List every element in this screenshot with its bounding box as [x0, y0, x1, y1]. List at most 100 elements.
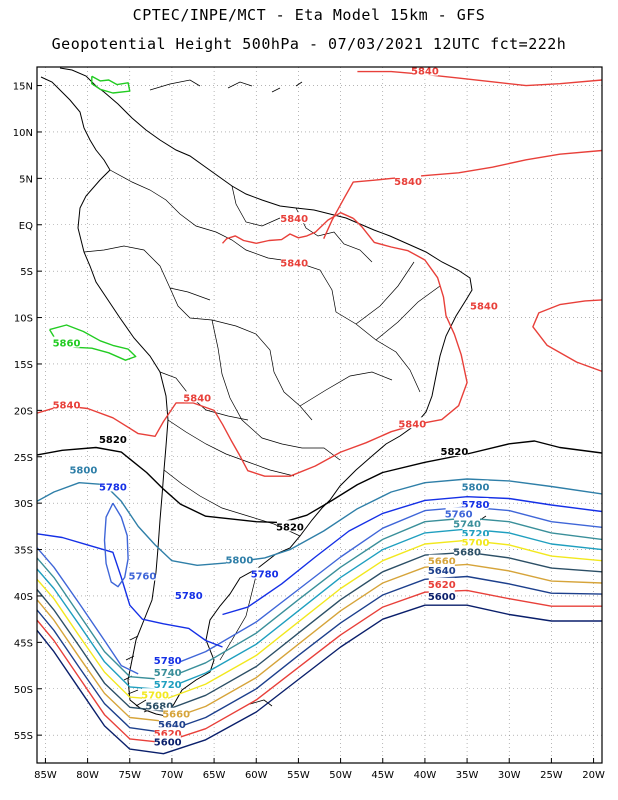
contour-5860 — [91, 75, 131, 94]
contour-label-bg — [142, 688, 169, 700]
contour-label-bg — [462, 526, 489, 538]
contour-label-5700: 5700 — [462, 538, 490, 549]
contour-label-bg — [462, 498, 489, 510]
contour-5740 — [37, 517, 602, 681]
lon-tick-label: 40W — [414, 770, 437, 781]
contour-label-bg — [154, 653, 181, 665]
contour-label-bg — [454, 545, 481, 557]
contour-label-5780: 5780 — [175, 591, 203, 602]
lon-tick-label: 65W — [203, 770, 226, 781]
contour-label-bg — [175, 588, 202, 600]
contour-label-5620: 5620 — [154, 729, 182, 740]
lon-tick-label: 85W — [34, 770, 57, 781]
contour-label-bg — [99, 433, 126, 445]
contour-label-5740: 5740 — [154, 668, 182, 679]
contour-label-5840: 5840 — [280, 214, 308, 225]
contour-label-5820: 5820 — [276, 522, 304, 533]
contour-5840 — [37, 217, 468, 477]
lat-tick-label: 10N — [13, 128, 33, 139]
lon-tick-label: 35W — [456, 770, 479, 781]
contour-label-bg — [462, 536, 489, 548]
contour-label-bg — [428, 589, 455, 601]
lat-tick-label: 50S — [14, 685, 33, 696]
contour-label-5800: 5800 — [69, 466, 97, 477]
lat-tick-label: 10S — [14, 314, 33, 325]
caribbean-islands — [149, 79, 487, 707]
contour-label-bg — [146, 699, 173, 711]
lat-tick-label: 25S — [14, 453, 33, 464]
contour-label-5680: 5680 — [145, 701, 173, 712]
contour-label-5840: 5840 — [398, 419, 426, 430]
contour-5760 — [163, 506, 602, 669]
contour-label-bg — [470, 299, 497, 311]
lat-tick-label: 15N — [13, 82, 33, 93]
contour-5680 — [37, 551, 602, 712]
contour-label-bg — [428, 554, 455, 566]
contour-label-bg — [276, 520, 303, 532]
lat-tick-label: 30S — [14, 499, 33, 510]
map-title-line-1: CPTEC/INPE/MCT - Eta Model 15km - GFS — [132, 6, 486, 24]
contour-5700 — [37, 539, 602, 701]
contour-label-5800: 5800 — [225, 556, 253, 567]
contour-label-5860: 5860 — [53, 339, 81, 350]
contour-label-bg — [154, 735, 181, 747]
continent-outline — [40, 67, 487, 717]
contour-label-bg — [411, 64, 438, 76]
contour-label-5720: 5720 — [154, 680, 182, 691]
lat-tick-label: 15S — [14, 360, 33, 371]
contour-5780 — [222, 496, 602, 616]
contour-label-bg — [154, 727, 181, 739]
map-title-line-2: Geopotential Height 500hPa - 07/03/2021 … — [51, 35, 567, 53]
lat-tick-label: EQ — [19, 221, 33, 232]
contour-label-bg — [281, 256, 308, 268]
contour-5840 — [323, 149, 602, 239]
contour-label-5640: 5640 — [428, 566, 456, 577]
contour-label-bg — [158, 717, 185, 729]
contour-label-5640: 5640 — [158, 720, 186, 731]
contour-label-bg — [99, 480, 126, 492]
contour-label-bg — [454, 517, 481, 529]
contour-label-5740: 5740 — [453, 520, 481, 531]
contour-label-5820: 5820 — [99, 435, 127, 446]
contour-label-5700: 5700 — [141, 690, 169, 701]
contour-label-5820: 5820 — [441, 447, 469, 458]
andes-coast-islands — [123, 635, 155, 713]
lon-tick-label: 30W — [498, 770, 521, 781]
lat-tick-label: 45S — [14, 638, 33, 649]
contour-label-bg — [163, 707, 190, 719]
lat-lon-grid — [37, 67, 602, 763]
contour-label-5600: 5600 — [428, 592, 456, 603]
contour-labels: 5840 5840 5840 5840 5840 5860 5840 5840 5840 5820… — [53, 64, 498, 749]
contour-label-bg — [53, 398, 80, 410]
contour-label-5660: 5660 — [428, 557, 456, 568]
lon-tick-label: 60W — [245, 770, 268, 781]
contour-5660 — [37, 563, 602, 722]
contour-label-5840: 5840 — [53, 401, 81, 412]
lon-tick-label: 50W — [329, 770, 352, 781]
contour-5840 — [357, 70, 602, 87]
contour-label-5680: 5680 — [453, 547, 481, 558]
contour-5760 — [103, 502, 129, 588]
contour-label-5720: 5720 — [462, 529, 490, 540]
lat-tick-label: 5S — [20, 267, 33, 278]
contour-label-bg — [53, 336, 80, 348]
geopotential-contours — [37, 70, 602, 755]
contour-label-5780: 5780 — [99, 482, 127, 493]
contour-label-5840: 5840 — [280, 259, 308, 270]
contour-5640 — [37, 575, 602, 734]
contour-label-5800: 5800 — [462, 482, 490, 493]
contour-label-bg — [154, 665, 181, 677]
lon-tick-label: 70W — [161, 770, 184, 781]
contour-label-5760: 5760 — [128, 571, 156, 582]
lon-tick-label: 75W — [118, 770, 141, 781]
contour-label-bg — [184, 391, 211, 403]
contour-5780 — [37, 533, 223, 648]
contour-label-5780: 5780 — [154, 656, 182, 667]
contour-label-5840: 5840 — [394, 177, 422, 188]
lon-tick-label: 80W — [76, 770, 99, 781]
lon-tick-label: 20W — [582, 770, 605, 781]
contour-label-bg — [395, 175, 422, 187]
contour-label-5760: 5760 — [445, 509, 473, 520]
contour-label-bg — [428, 563, 455, 575]
